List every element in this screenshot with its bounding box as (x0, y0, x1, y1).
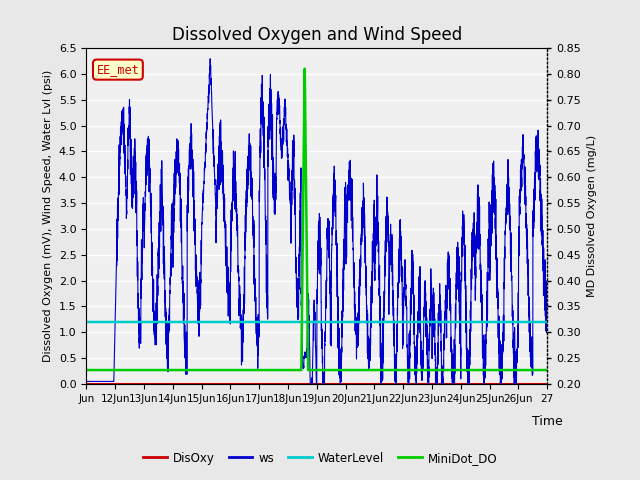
Y-axis label: MD Dissolved Oxygen (mg/L): MD Dissolved Oxygen (mg/L) (586, 135, 596, 297)
Legend: DisOxy, ws, WaterLevel, MiniDot_DO: DisOxy, ws, WaterLevel, MiniDot_DO (138, 447, 502, 469)
Title: Dissolved Oxygen and Wind Speed: Dissolved Oxygen and Wind Speed (172, 25, 462, 44)
Y-axis label: Dissolved Oxygen (mV), Wind Speed, Water Lvl (psi): Dissolved Oxygen (mV), Wind Speed, Water… (44, 70, 53, 362)
Text: EE_met: EE_met (97, 63, 140, 76)
Text: Time: Time (532, 415, 563, 428)
